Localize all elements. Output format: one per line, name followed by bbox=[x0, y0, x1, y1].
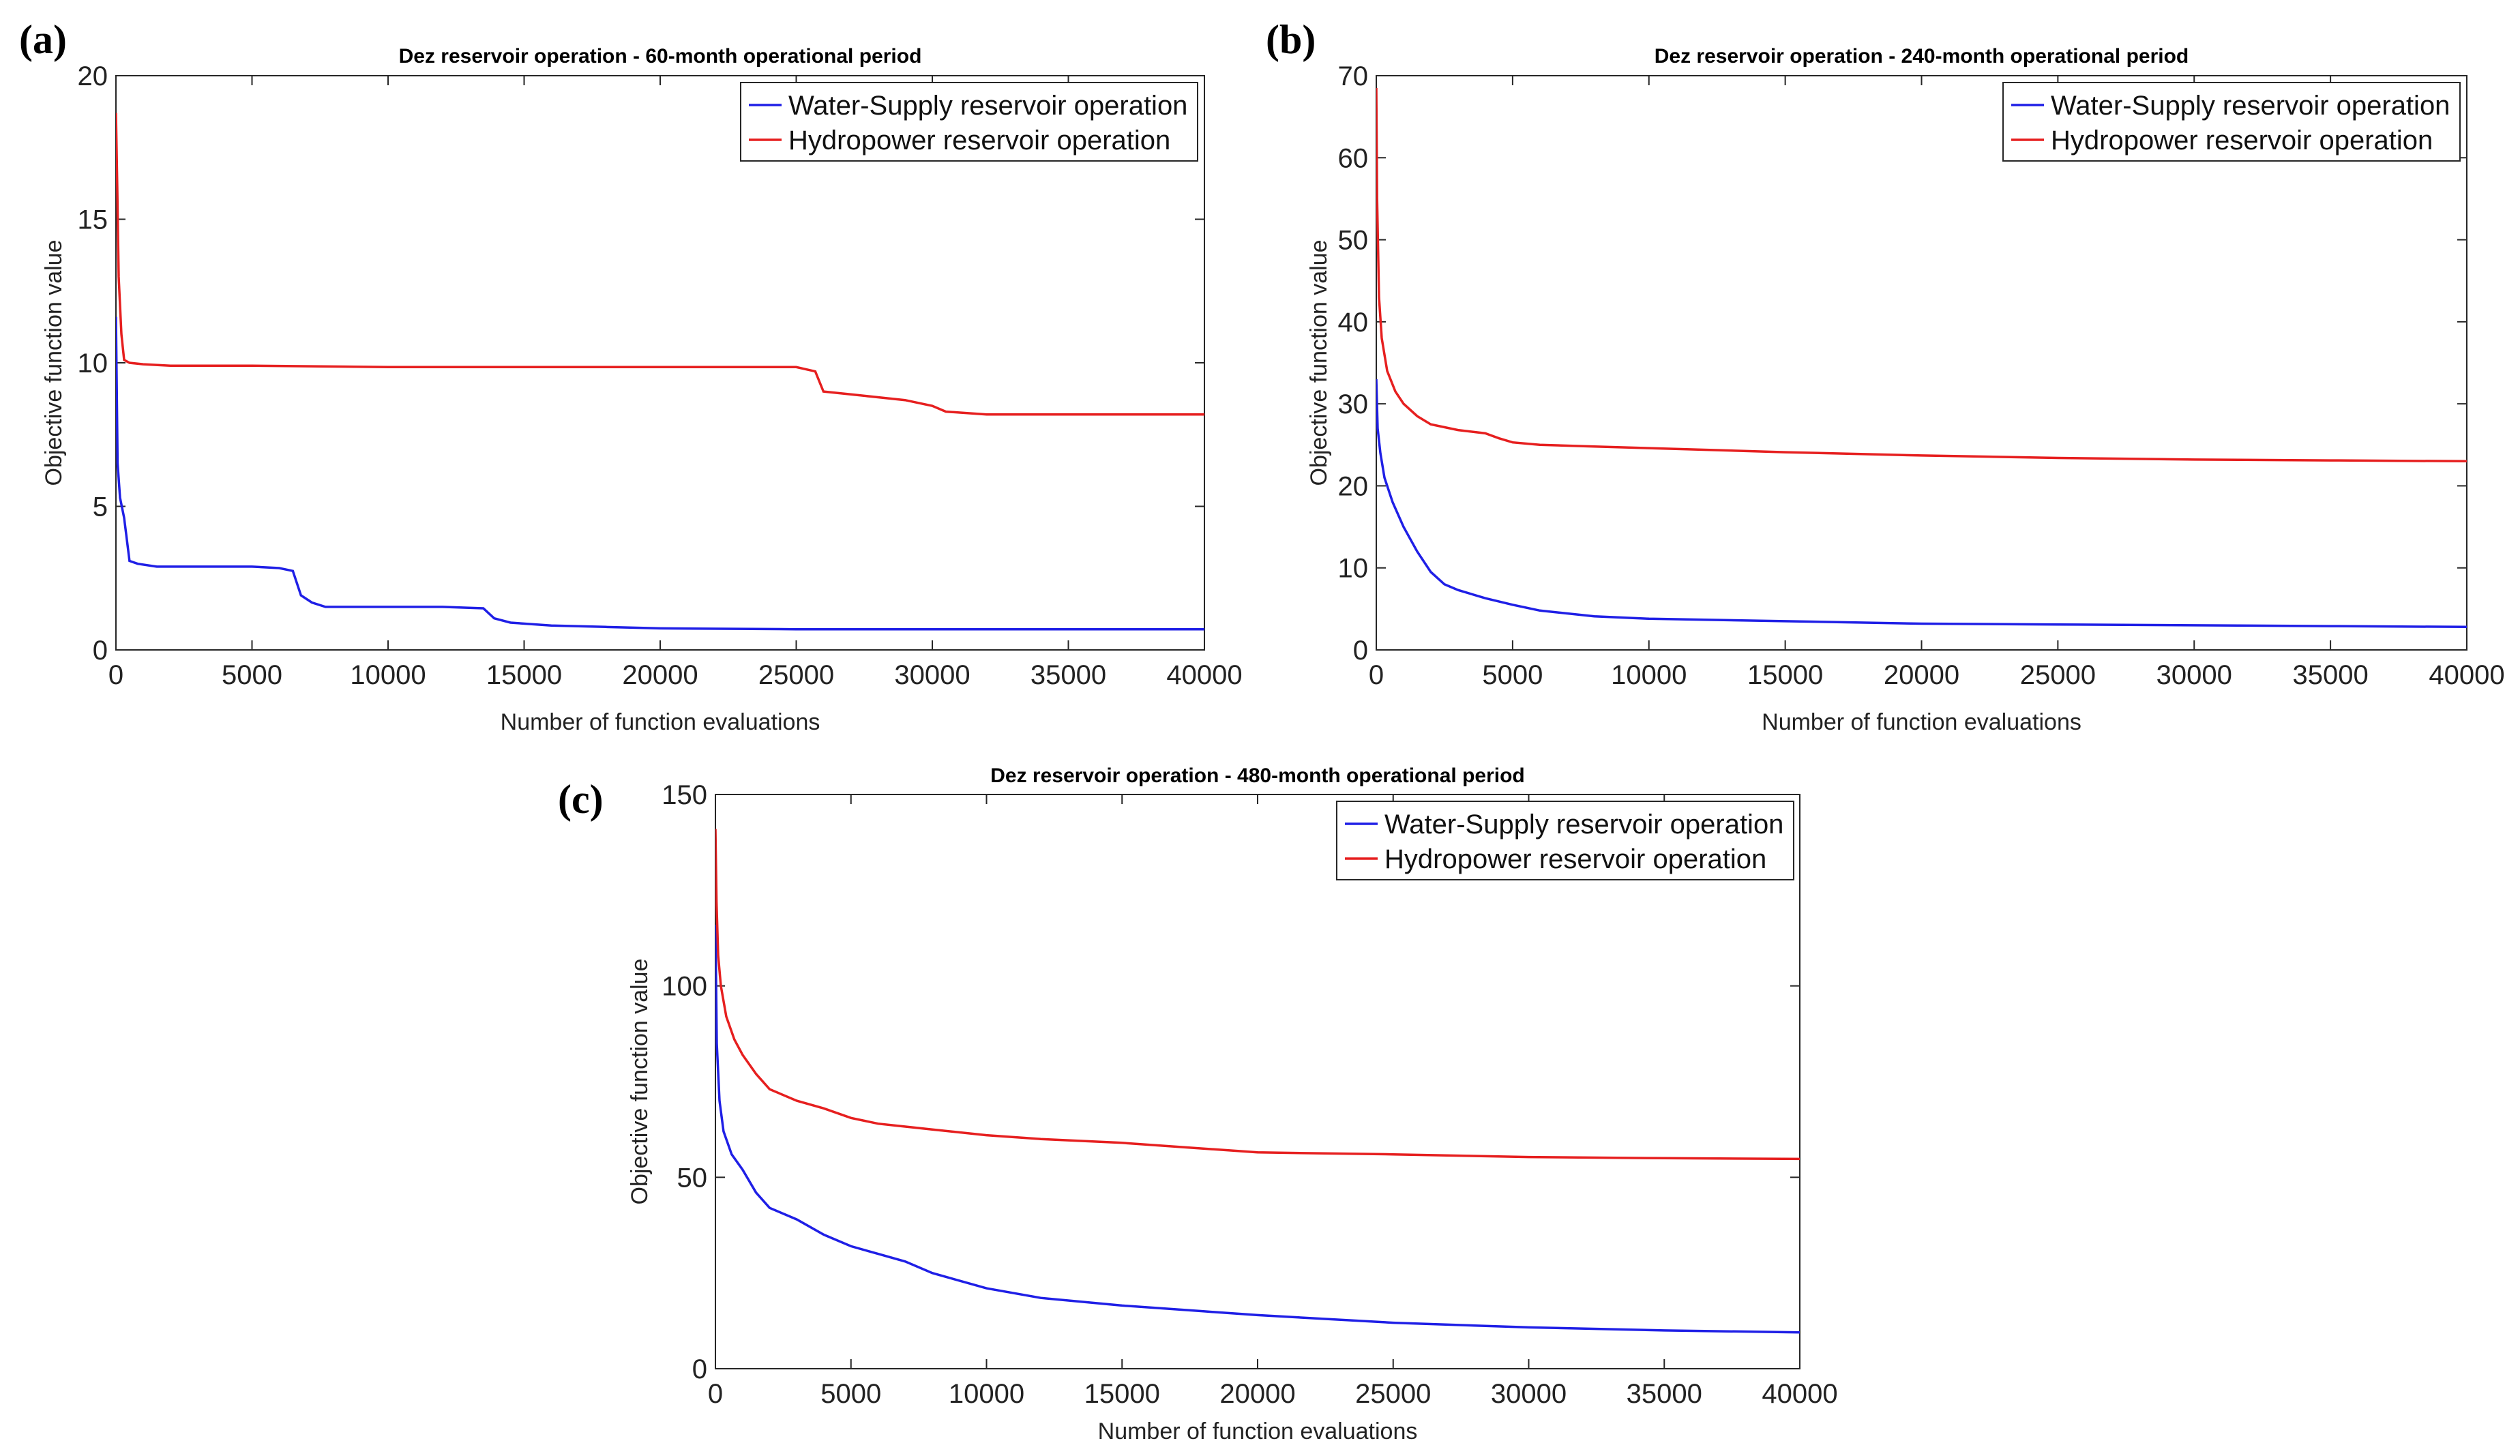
x-tick-label: 25000 bbox=[758, 660, 834, 690]
y-tick-label: 100 bbox=[662, 972, 707, 1002]
x-tick-label: 0 bbox=[1369, 660, 1384, 690]
chart-panel-1: (a) Dez reservoir operation - 60-month op… bbox=[19, 17, 1243, 735]
x-tick-label: 40000 bbox=[1762, 1379, 1837, 1409]
legend-entry: Hydropower reservoir operation bbox=[788, 125, 1170, 155]
legend-entry: Hydropower reservoir operation bbox=[1384, 844, 1766, 874]
x-tick-label: 20000 bbox=[622, 660, 698, 690]
y-tick-label: 40 bbox=[1338, 308, 1369, 338]
x-tick-label: 10000 bbox=[1611, 660, 1687, 690]
x-tick-label: 30000 bbox=[2156, 660, 2232, 690]
legend-box bbox=[1336, 801, 1794, 880]
series-line-hydropower bbox=[116, 113, 1204, 416]
x-tick-label: 25000 bbox=[2020, 660, 2096, 690]
x-axis-label: Number of function evaluations bbox=[1098, 1418, 1418, 1444]
legend: Water-Supply reservoir operation Hydropow… bbox=[740, 82, 1198, 162]
x-tick-label: 30000 bbox=[1491, 1379, 1567, 1409]
legend: Water-Supply reservoir operation Hydropow… bbox=[2002, 82, 2461, 162]
y-tick-label: 60 bbox=[1338, 143, 1369, 173]
x-tick-label: 40000 bbox=[1166, 660, 1242, 690]
legend-entry: Water-Supply reservoir operation bbox=[2051, 91, 2450, 121]
y-tick-label: 15 bbox=[78, 205, 108, 235]
chart-panel-2: (b) Dez reservoir operation - 240-month o… bbox=[1266, 17, 2505, 735]
plot-area bbox=[115, 75, 1205, 651]
y-tick-label: 50 bbox=[677, 1163, 708, 1193]
y-tick-label: 20 bbox=[1338, 471, 1369, 501]
x-tick-label: 15000 bbox=[486, 660, 562, 690]
panel-label: (b) bbox=[1266, 17, 1316, 62]
y-tick-label: 10 bbox=[1338, 554, 1369, 584]
chart-title: Dez reservoir operation - 240-month oper… bbox=[1655, 45, 2189, 68]
y-tick-label: 50 bbox=[1338, 226, 1369, 256]
x-tick-label: 5000 bbox=[222, 660, 282, 690]
series-line-water-supply bbox=[1376, 379, 2467, 629]
y-axis-label: Objective function value bbox=[627, 959, 653, 1205]
x-tick-label: 35000 bbox=[1031, 660, 1106, 690]
x-tick-label: 15000 bbox=[1747, 660, 1823, 690]
plot-area bbox=[715, 794, 1800, 1369]
legend-entry: Hydropower reservoir operation bbox=[2051, 125, 2433, 155]
series-line-water-supply bbox=[715, 924, 1800, 1334]
legend-box bbox=[2002, 82, 2461, 162]
y-axis-label: Objective function value bbox=[41, 240, 67, 486]
y-tick-label: 10 bbox=[78, 348, 108, 378]
series-line-hydropower bbox=[715, 829, 1800, 1161]
x-tick-label: 10000 bbox=[949, 1379, 1024, 1409]
x-tick-label: 15000 bbox=[1084, 1379, 1160, 1409]
x-tick-label: 0 bbox=[108, 660, 123, 690]
legend-entry: Water-Supply reservoir operation bbox=[788, 91, 1187, 121]
y-tick-label: 0 bbox=[93, 636, 108, 666]
x-axis-label: Number of function evaluations bbox=[501, 709, 820, 735]
x-tick-label: 10000 bbox=[350, 660, 426, 690]
y-tick-label: 0 bbox=[692, 1354, 707, 1384]
x-tick-label: 5000 bbox=[820, 1379, 881, 1409]
y-tick-label: 30 bbox=[1338, 389, 1369, 419]
legend: Water-Supply reservoir operation Hydropow… bbox=[1336, 801, 1794, 880]
x-tick-label: 30000 bbox=[894, 660, 970, 690]
x-tick-label: 5000 bbox=[1482, 660, 1543, 690]
legend-box bbox=[740, 82, 1198, 162]
chart-title: Dez reservoir operation - 480-month oper… bbox=[990, 764, 1525, 787]
series-line-water-supply bbox=[116, 316, 1204, 631]
x-tick-label: 0 bbox=[708, 1379, 723, 1409]
y-tick-label: 20 bbox=[78, 61, 108, 91]
x-tick-label: 20000 bbox=[1219, 1379, 1295, 1409]
series-line-hydropower bbox=[1376, 87, 2467, 463]
x-axis-label: Number of function evaluations bbox=[1762, 709, 2081, 735]
y-tick-label: 70 bbox=[1338, 61, 1369, 91]
chart-panel-3: (c) Dez reservoir operation - 480-month o… bbox=[558, 764, 1838, 1444]
x-tick-label: 40000 bbox=[2429, 660, 2504, 690]
panel-label: (c) bbox=[558, 777, 604, 822]
x-tick-label: 20000 bbox=[1884, 660, 1959, 690]
y-tick-label: 0 bbox=[1353, 636, 1368, 666]
panel-label: (a) bbox=[19, 17, 67, 62]
plot-area bbox=[1376, 75, 2467, 651]
chart-title: Dez reservoir operation - 60-month opera… bbox=[399, 45, 922, 68]
legend-entry: Water-Supply reservoir operation bbox=[1384, 809, 1783, 840]
y-axis-label: Objective function value bbox=[1306, 240, 1332, 486]
x-tick-label: 35000 bbox=[2293, 660, 2369, 690]
y-tick-label: 5 bbox=[93, 492, 108, 522]
x-tick-label: 35000 bbox=[1627, 1379, 1702, 1409]
x-tick-label: 25000 bbox=[1355, 1379, 1431, 1409]
y-tick-label: 150 bbox=[662, 780, 707, 810]
